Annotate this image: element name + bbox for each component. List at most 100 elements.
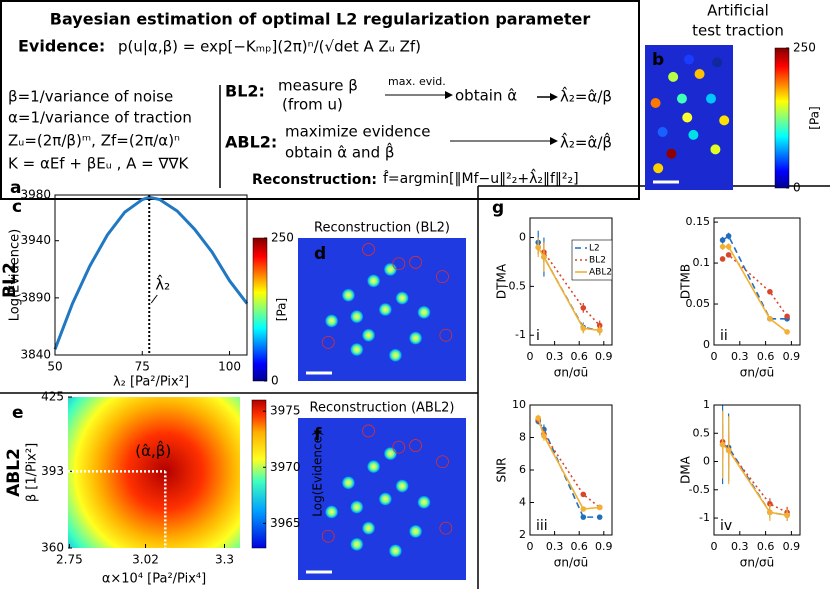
x-tick-label: 0.6	[757, 350, 775, 363]
y-axis-label: DTMB	[679, 264, 693, 299]
colorbar-label: [Pa]	[275, 298, 289, 321]
step: maximize evidence	[285, 123, 431, 141]
definition: Zᵤ=(2π/β)ᵐ, Zf=(2π/α)ⁿ	[8, 132, 180, 150]
spot	[688, 129, 699, 140]
spot	[383, 446, 398, 461]
colorbar-tick-label: 0	[793, 181, 801, 195]
axes-frame	[529, 217, 613, 346]
evidence-label: Evidence:	[18, 37, 105, 56]
step: measure β	[278, 77, 358, 95]
colorbar-label: [Pa]	[808, 106, 822, 129]
ring	[436, 455, 449, 469]
axes-frame	[713, 404, 801, 536]
spot	[666, 148, 677, 159]
spot	[653, 163, 664, 174]
ring	[409, 255, 423, 269]
spot	[417, 495, 431, 510]
spot	[349, 537, 364, 552]
point	[725, 233, 732, 239]
point	[541, 254, 547, 260]
series-line	[722, 253, 788, 317]
y-tick-label: -0.5	[689, 483, 710, 496]
spot	[388, 348, 403, 363]
y-axis-label: β [1/Pix²]	[25, 443, 40, 502]
arrow-head	[550, 93, 558, 101]
point	[596, 514, 603, 520]
panel-title: Reconstruction (BL2)	[314, 221, 450, 236]
y-axis-label: DTMA	[495, 263, 509, 299]
spot	[710, 144, 721, 155]
x-tick-label: 0.6	[757, 540, 775, 553]
y-tick-label: 0	[519, 231, 526, 244]
sub-label: i	[536, 328, 540, 344]
y-tick-label: 360	[41, 541, 64, 555]
reconstruction-label: Reconstruction:	[252, 172, 377, 188]
arrow-head	[445, 91, 453, 99]
spot	[324, 313, 339, 328]
panel-label: c	[12, 197, 22, 217]
point	[719, 237, 726, 243]
spot	[668, 71, 679, 82]
panel-a-frame	[0, 0, 640, 200]
spot	[706, 93, 716, 104]
series-line	[722, 245, 788, 333]
point	[784, 512, 790, 519]
panel-title: test traction	[692, 22, 784, 40]
point	[719, 243, 726, 250]
definition: β=1/variance of noise	[8, 88, 173, 106]
colorbar-tick-label: 3970	[270, 460, 301, 474]
point	[580, 325, 587, 332]
spot	[694, 69, 705, 79]
y-tick-label: -1	[699, 511, 710, 524]
x-tick-label: 0.6	[570, 540, 588, 553]
y-axis-label: DMA	[679, 455, 693, 484]
series-line	[537, 246, 601, 327]
spot	[408, 331, 423, 346]
ring	[362, 424, 375, 438]
point	[596, 504, 603, 511]
y-tick-label: 3890	[20, 290, 51, 304]
ring	[392, 440, 406, 454]
spot	[361, 328, 376, 343]
leader	[150, 294, 158, 304]
point	[719, 256, 726, 262]
method-label: BL2:	[225, 82, 265, 101]
ring	[439, 328, 453, 342]
ring	[436, 270, 449, 284]
step: obtain α̂	[455, 87, 517, 105]
result: λ̂₂=α̂/β	[560, 86, 612, 106]
y-tick-label: 3940	[20, 233, 51, 247]
spot	[712, 57, 723, 68]
sub-label: ii	[720, 328, 728, 344]
x-tick-label: 3.3	[215, 553, 234, 567]
x-axis-label: λ₂ [Pa²/Pix²]	[113, 375, 189, 390]
panel-label: f	[314, 425, 322, 445]
point	[725, 243, 732, 250]
point	[767, 509, 773, 516]
sub-label: iii	[536, 518, 548, 534]
y-tick-label: 0.05	[686, 297, 711, 310]
spot	[349, 309, 364, 324]
x-tick-label: 0.3	[546, 540, 564, 553]
point	[725, 447, 732, 454]
spot	[388, 543, 403, 558]
panel-label: a	[10, 178, 21, 198]
spot	[650, 98, 661, 108]
point	[784, 329, 790, 335]
x-axis-label: σn/σū	[740, 366, 774, 380]
step: obtain α̂ and β̂	[285, 142, 394, 162]
x-axis-label: σn/σū	[554, 366, 588, 380]
spot	[395, 479, 410, 494]
y-tick-label: -0.5	[505, 279, 526, 292]
definition: K = αEf + βEᵤ , A = ∇∇K	[8, 155, 190, 173]
result: λ̂₂=α̂/β̂	[560, 132, 612, 152]
spot	[408, 524, 423, 539]
x-tick-label: 0.9	[783, 350, 801, 363]
x-tick-label: 2.75	[56, 553, 83, 567]
spot	[383, 262, 398, 277]
spot	[324, 504, 339, 519]
colorbar-tick-label: 3965	[270, 516, 301, 530]
x-tick-label: 0	[711, 350, 718, 363]
x-tick-label: 50	[47, 360, 62, 374]
x-tick-label: 0.6	[570, 350, 588, 363]
